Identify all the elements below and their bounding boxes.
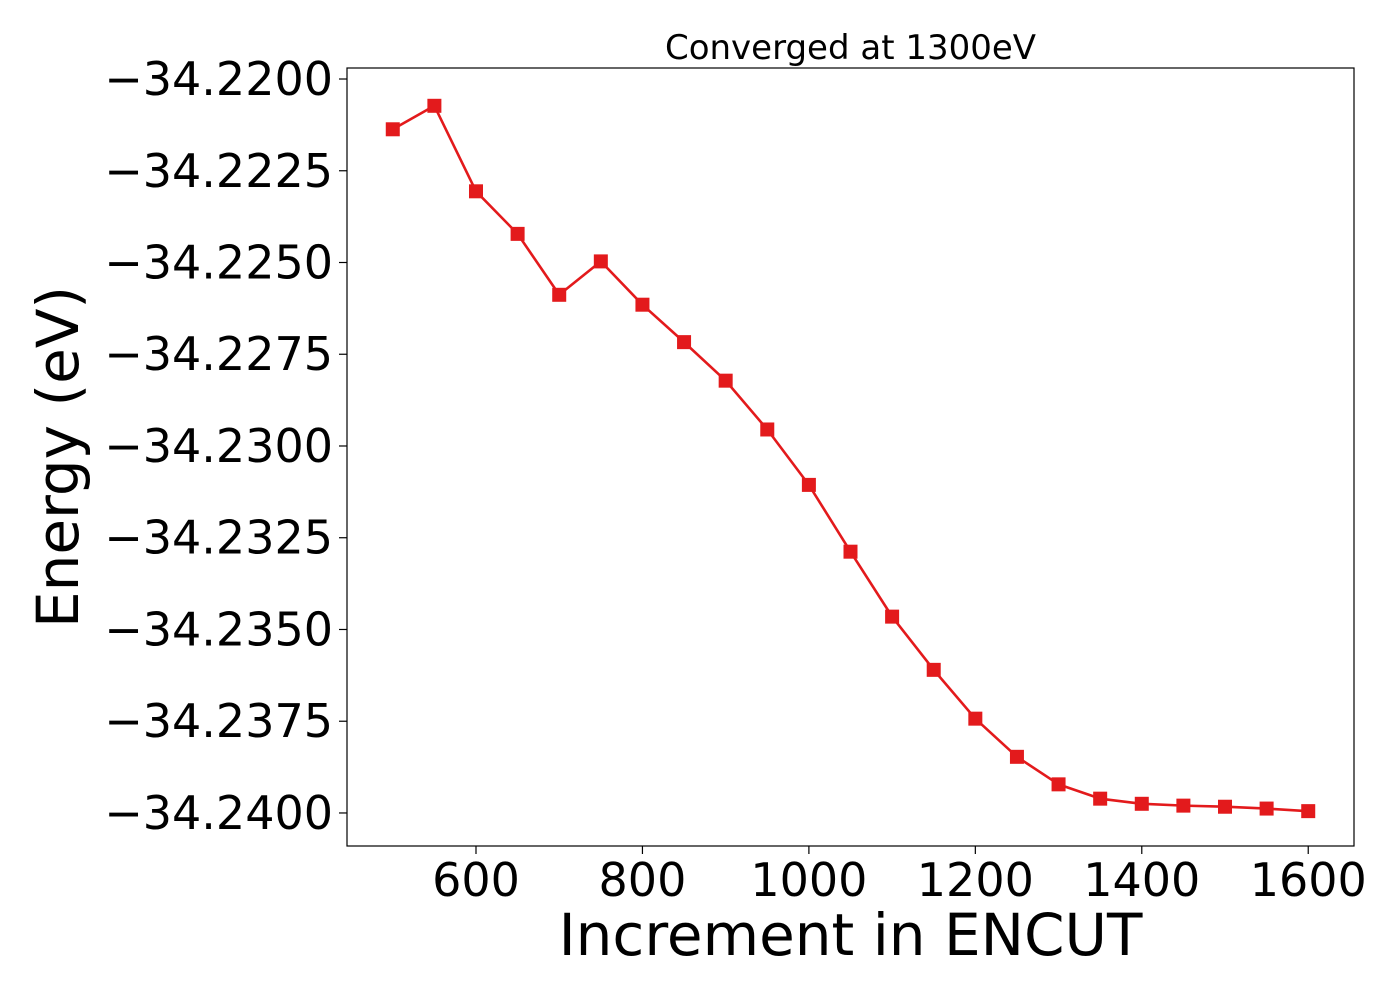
y-tick-label: −34.2250 (104, 236, 333, 290)
y-tick-label: −34.2300 (104, 419, 333, 473)
data-point-marker (843, 544, 858, 559)
y-tick-label: −34.2275 (104, 327, 333, 381)
data-point-marker (1176, 798, 1191, 813)
data-point-marker (718, 373, 733, 388)
data-point-marker (1051, 777, 1066, 792)
data-point-marker (385, 122, 400, 137)
data-point-marker (635, 297, 650, 312)
data-point-marker (1009, 749, 1024, 764)
data-point-marker (801, 477, 816, 492)
x-tick-label: 600 (432, 853, 520, 907)
y-tick-label: −34.2350 (104, 602, 333, 656)
x-tick-label: 1600 (1250, 853, 1367, 907)
data-point-marker (760, 422, 775, 437)
data-point-marker (552, 287, 567, 302)
y-tick-label: −34.2400 (104, 786, 333, 840)
data-point-marker (593, 254, 608, 269)
chart-title: Converged at 1300eV (665, 28, 1036, 68)
x-tick-label: 800 (599, 853, 687, 907)
data-point-marker (1134, 796, 1149, 811)
data-point-marker (468, 184, 483, 199)
y-tick-label: −34.2375 (104, 694, 333, 748)
plot-frame (346, 67, 1355, 847)
data-point-marker (926, 662, 941, 677)
y-tick-label: −34.2225 (104, 144, 333, 198)
data-point-marker (1218, 799, 1233, 814)
y-tick-label: −34.2200 (104, 52, 333, 106)
x-axis-label: Increment in ENCUT (559, 901, 1143, 969)
data-point-marker (1093, 791, 1108, 806)
data-point-marker (510, 226, 525, 241)
y-axis-label: Energy (eV) (24, 286, 92, 628)
x-tick-label: 1000 (750, 853, 867, 907)
x-tick-label: 1200 (917, 853, 1034, 907)
energy-series-line (392, 104, 1309, 813)
data-point-marker (427, 98, 442, 113)
data-point-marker (885, 609, 900, 624)
data-point-marker (1259, 801, 1274, 816)
y-tick-label: −34.2325 (104, 511, 333, 565)
data-point-marker (677, 335, 692, 350)
data-point-marker (968, 711, 983, 726)
data-point-marker (1301, 804, 1316, 819)
x-tick-label: 1400 (1083, 853, 1200, 907)
